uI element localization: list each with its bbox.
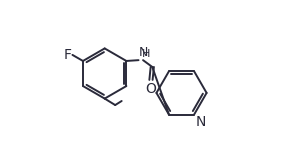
Text: H: H: [142, 49, 150, 59]
Text: O: O: [146, 82, 156, 96]
Text: N: N: [139, 46, 148, 59]
Text: F: F: [63, 48, 71, 62]
Text: N: N: [195, 115, 206, 130]
